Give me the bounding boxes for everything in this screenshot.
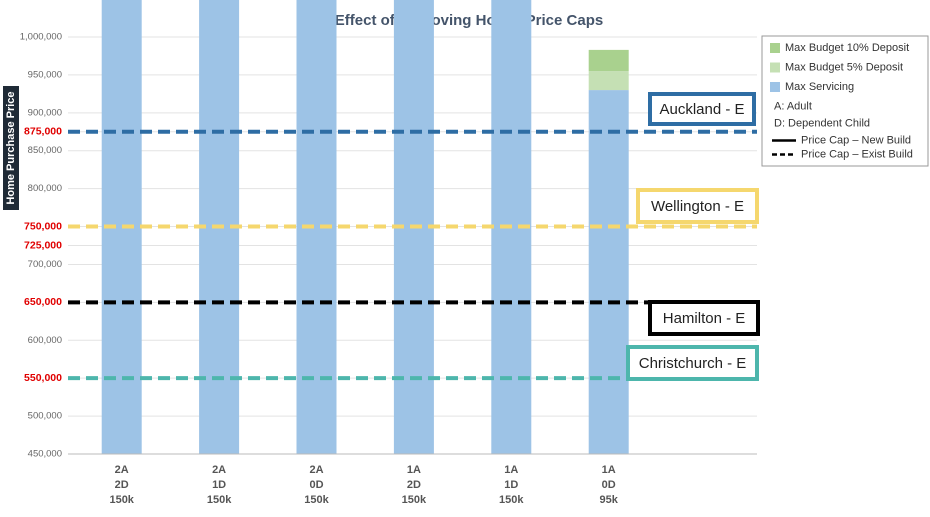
y-tick-label: 875,000	[24, 126, 62, 138]
legend-swatch	[770, 62, 780, 73]
reference-label-box	[636, 188, 759, 224]
y-tick-label: 650,000	[24, 296, 62, 308]
legend-label: Price Cap – New Build	[801, 134, 911, 146]
y-tick-label: 850,000	[28, 145, 62, 156]
x-tick-line: 150k	[109, 494, 134, 506]
y-tick-label: 1,000,000	[20, 32, 62, 43]
x-tick-line: 1A	[504, 464, 518, 476]
reference-label: Hamilton - E	[663, 310, 746, 327]
x-tick-line: 150k	[499, 494, 524, 506]
y-tick-label: 900,000	[28, 107, 62, 118]
x-tick-line: 1A	[602, 464, 616, 476]
y-tick-label: 600,000	[28, 335, 62, 346]
legend-label: Max Budget 5% Deposit	[785, 61, 903, 73]
x-tick-label: 2A 2D 150k	[109, 464, 134, 506]
x-tick-line: 0D	[602, 479, 616, 491]
bar-segment	[588, 90, 629, 454]
y-tick-label: 950,000	[28, 69, 62, 80]
y-tick-label: 800,000	[28, 183, 62, 194]
reference-label-box	[648, 92, 756, 126]
x-tick-line: 2A	[309, 464, 323, 476]
bar-segment	[588, 71, 629, 91]
x-tick-line: 2A	[115, 464, 129, 476]
legend-label: Price Cap – Exist Build	[801, 148, 913, 160]
x-tick-label: 1A 1D 150k	[499, 464, 524, 506]
reference-label: Christchurch - E	[639, 355, 747, 372]
x-tick-line: 2D	[407, 479, 421, 491]
bar-segment	[588, 49, 629, 72]
x-tick-line: 150k	[304, 494, 329, 506]
y-tick-label: 550,000	[24, 372, 62, 384]
reference-label: Auckland - E	[659, 101, 744, 118]
legend	[761, 35, 929, 167]
y-label-box	[3, 86, 19, 210]
legend-swatch	[770, 43, 780, 53]
legend-note: A: Adult	[774, 100, 812, 112]
y-tick-label: 750,000	[24, 220, 62, 232]
x-tick-line: 2D	[115, 479, 129, 491]
reference-label: Wellington - E	[651, 198, 744, 215]
reference-label-box	[626, 345, 759, 381]
legend-note: D: Dependent Child	[774, 117, 870, 129]
legend-label: Max Servicing	[785, 81, 854, 93]
x-tick-label: 1A 0D 95k	[600, 464, 619, 506]
x-tick-line: 1A	[407, 464, 421, 476]
legend-swatch	[770, 82, 780, 92]
y-tick-label: 500,000	[28, 411, 62, 422]
reference-label-box	[648, 300, 760, 336]
x-tick-line: 2A	[212, 464, 226, 476]
x-tick-line: 1D	[212, 479, 226, 491]
x-tick-line: 150k	[207, 494, 232, 506]
legend-label: Max Budget 10% Deposit	[785, 42, 909, 54]
y-axis-label: Home Purchase Price	[5, 91, 17, 204]
x-tick-line: 1D	[504, 479, 518, 491]
x-tick-label: 2A 1D 150k	[207, 464, 232, 506]
x-tick-label: 2A 0D 150k	[304, 464, 329, 506]
y-tick-label: 450,000	[28, 449, 62, 460]
x-tick-line: 150k	[402, 494, 427, 506]
x-tick-line: 95k	[600, 494, 619, 506]
y-tick-label: 700,000	[28, 259, 62, 270]
x-tick-label: 1A 2D 150k	[402, 464, 427, 506]
x-tick-line: 0D	[309, 479, 323, 491]
y-tick-label: 725,000	[24, 239, 62, 251]
chart-title: Effect of Removing House Price Caps	[335, 12, 603, 29]
